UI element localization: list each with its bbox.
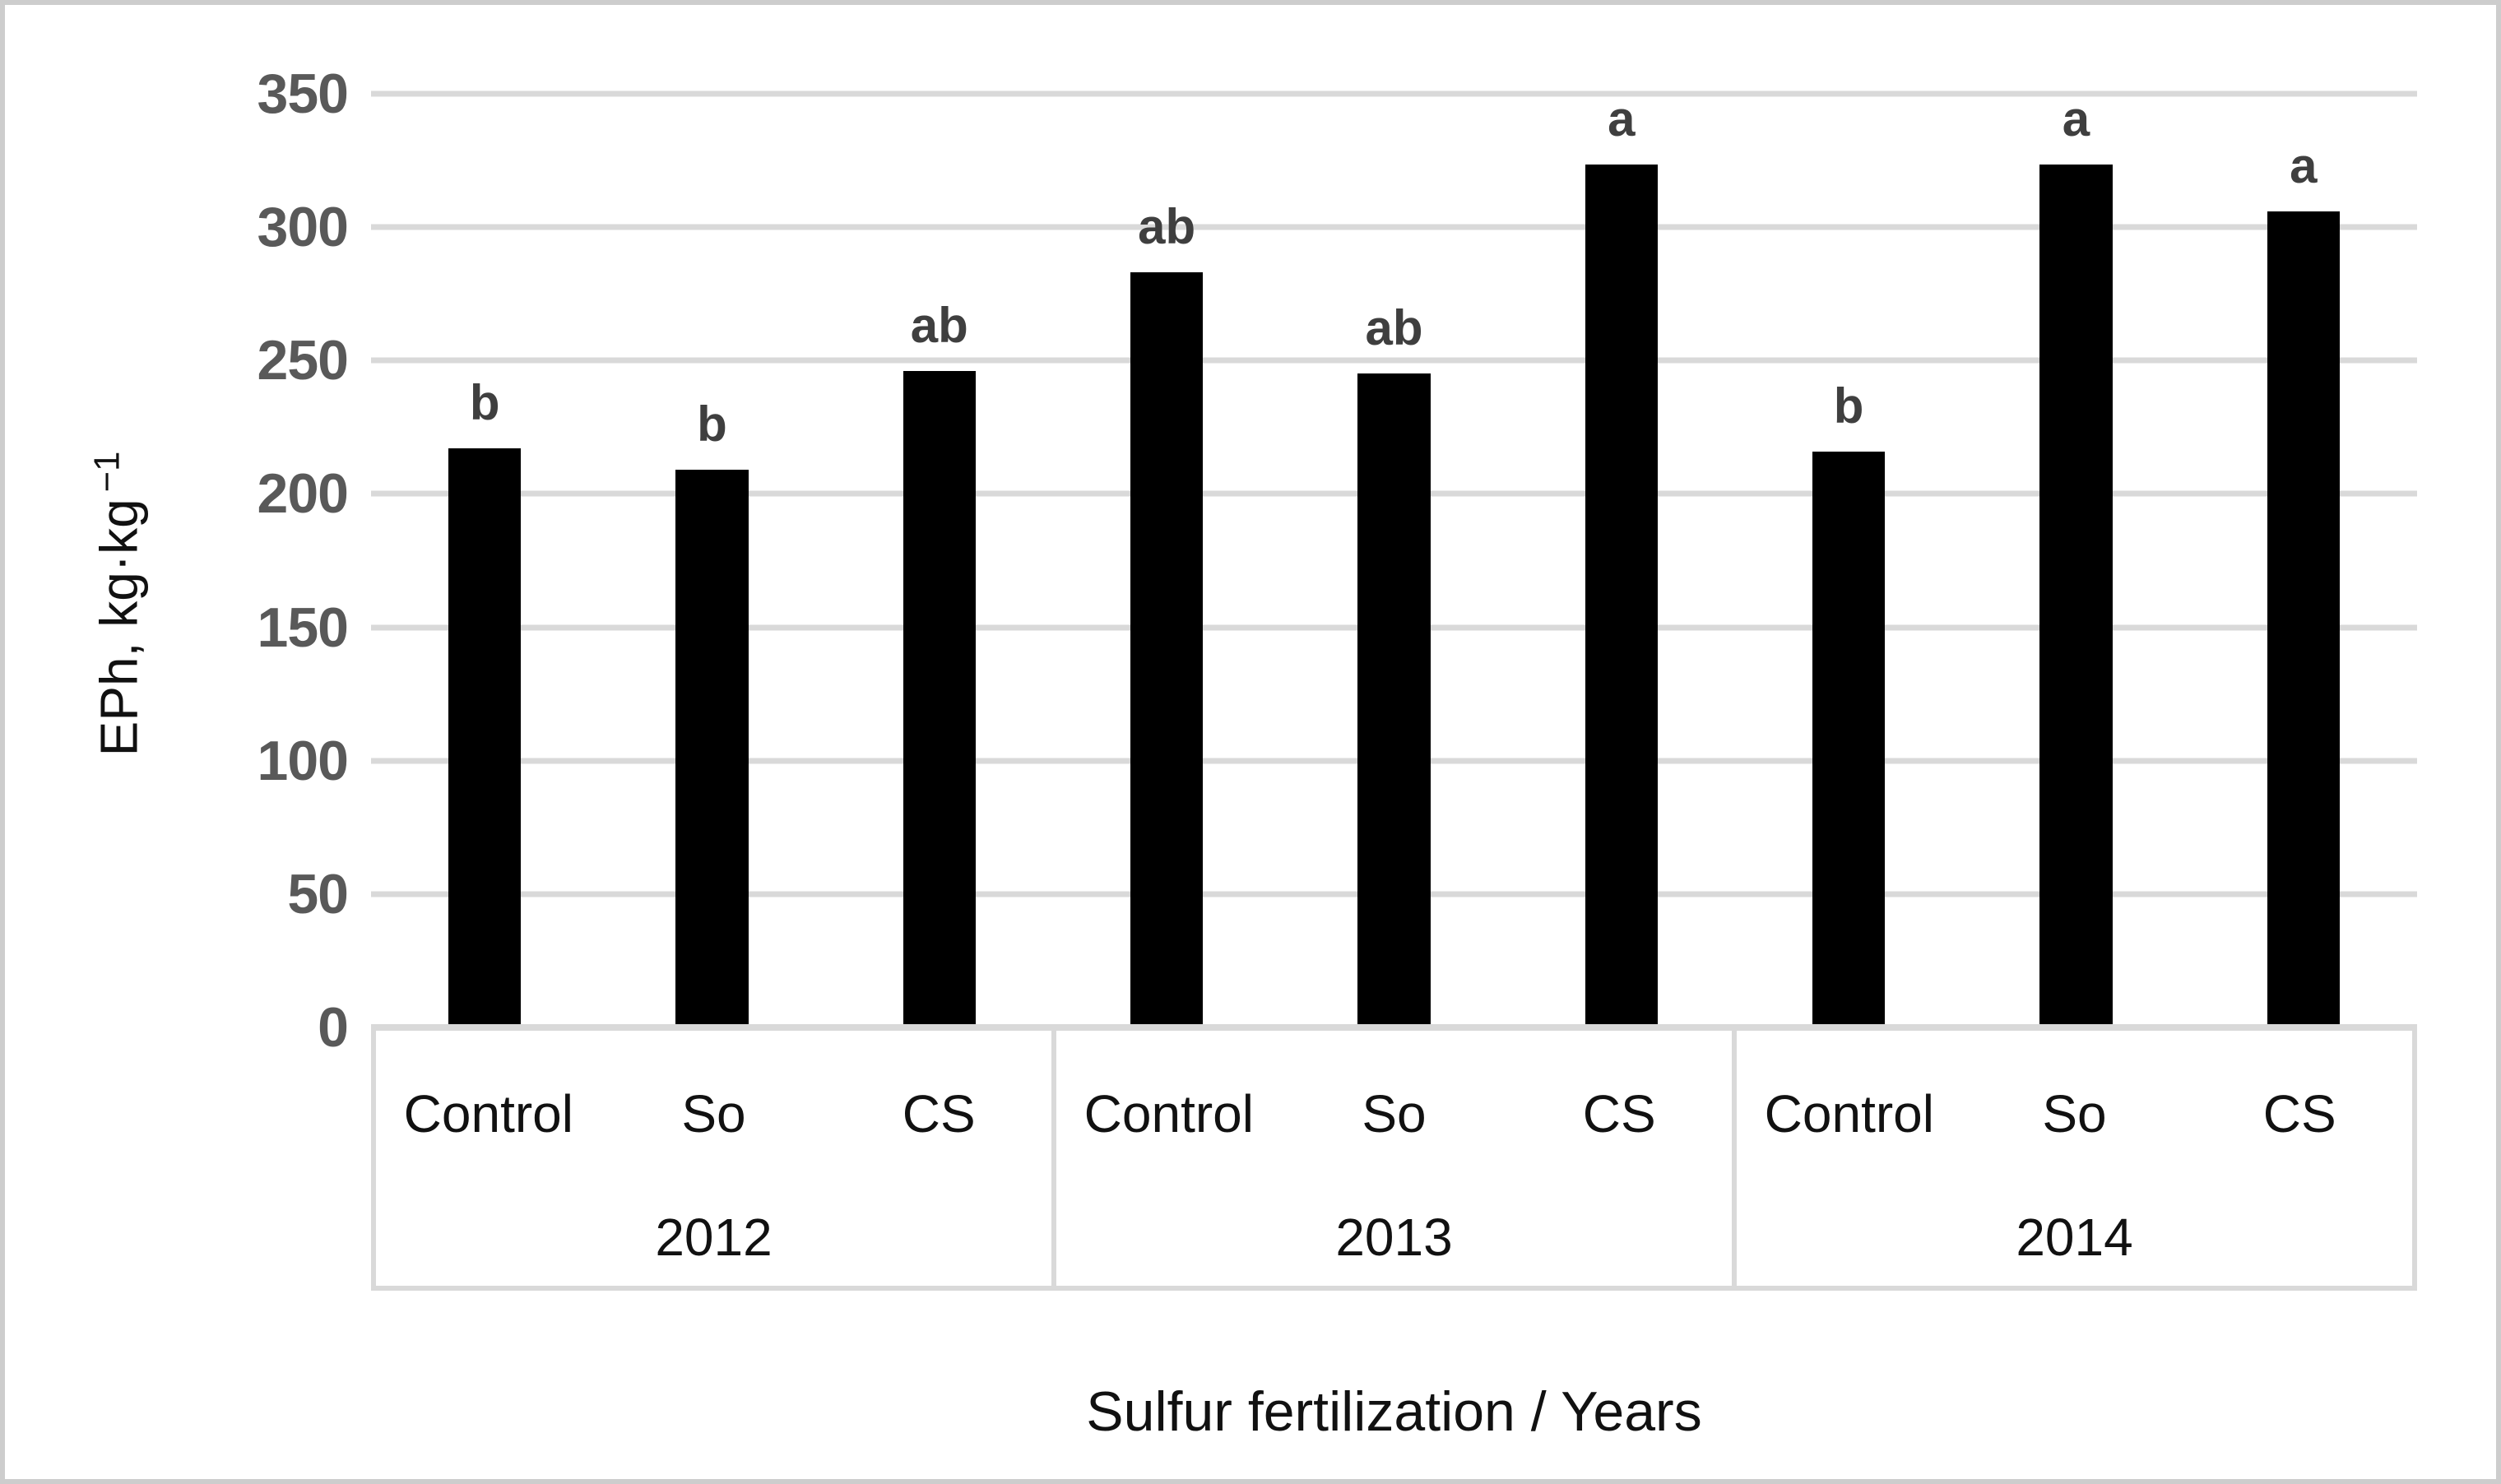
- bar-2014-control: [1812, 452, 1886, 1027]
- bar-2012-so: [675, 470, 749, 1027]
- bar-2012-cs: [902, 371, 977, 1027]
- category-label: CS: [2262, 1084, 2336, 1143]
- category-label: Control: [1764, 1084, 1934, 1143]
- gridline-350: [371, 90, 2417, 97]
- bar-slot-2013-control: ab: [1053, 94, 1280, 1027]
- category-row: Control So CS: [1056, 1027, 1732, 1188]
- bar-slot-2014-so: a: [1962, 94, 2189, 1027]
- bars-row: b b ab ab ab a: [371, 94, 2417, 1027]
- category-label: So: [681, 1084, 746, 1143]
- bar-slot-2014-cs: a: [2190, 94, 2417, 1027]
- significance-letter: b: [697, 397, 727, 452]
- axis-group-2012: Control So CS 2012: [376, 1027, 1056, 1286]
- bar-2014-cs: [2267, 211, 2340, 1027]
- bar-slot-2012-so: b: [598, 94, 825, 1027]
- axis-group-2013: Control So CS 2013: [1056, 1027, 1737, 1286]
- x-axis-line: [371, 1024, 2417, 1031]
- axis-group-2014: Control So CS 2014: [1737, 1027, 2412, 1286]
- category-row: Control So CS: [1737, 1027, 2412, 1188]
- category-label: So: [2042, 1084, 2107, 1143]
- significance-letter: a: [2062, 91, 2090, 146]
- bar-slot-2014-control: b: [1735, 94, 1962, 1027]
- significance-letter: ab: [1138, 199, 1196, 254]
- bar-2013-cs: [1585, 165, 1659, 1027]
- gridline-250: [371, 357, 2417, 364]
- bar-2012-control: [448, 448, 522, 1027]
- category-label: CS: [902, 1084, 976, 1143]
- category-axis-band: Control So CS 2012 Control So CS 2013 Co…: [371, 1027, 2417, 1291]
- category-label: So: [1362, 1084, 1427, 1143]
- bar-slot-2013-so: ab: [1280, 94, 1507, 1027]
- x-axis-title: Sulfur fertilization / Years: [1086, 1380, 1702, 1443]
- significance-letter: a: [2290, 138, 2318, 193]
- bar-2014-so: [2039, 165, 2113, 1027]
- category-row: Control So CS: [376, 1027, 1051, 1188]
- category-label: CS: [1582, 1084, 1656, 1143]
- category-label: Control: [1083, 1084, 1254, 1143]
- gridline-300: [371, 224, 2417, 230]
- significance-letter: ab: [1365, 300, 1423, 355]
- bar-slot-2013-cs: a: [1508, 94, 1735, 1027]
- y-axis-tick-labels: 350 300 250 200 150 100 50 0: [257, 63, 349, 1059]
- bar-2013-control: [1130, 272, 1204, 1027]
- significance-letter: b: [1833, 378, 1864, 434]
- significance-letter: b: [469, 375, 500, 430]
- plot-area: b b ab ab ab a: [371, 90, 2417, 1031]
- significance-letter: ab: [910, 298, 968, 353]
- category-label: Control: [403, 1084, 573, 1143]
- year-label: 2013: [1335, 1207, 1453, 1267]
- significance-letter: a: [1608, 91, 1636, 146]
- year-label: 2012: [655, 1207, 773, 1267]
- year-label: 2014: [2016, 1207, 2133, 1267]
- bar-slot-2012-cs: ab: [826, 94, 1053, 1027]
- bar-slot-2012-control: b: [371, 94, 598, 1027]
- bar-2013-so: [1357, 373, 1431, 1027]
